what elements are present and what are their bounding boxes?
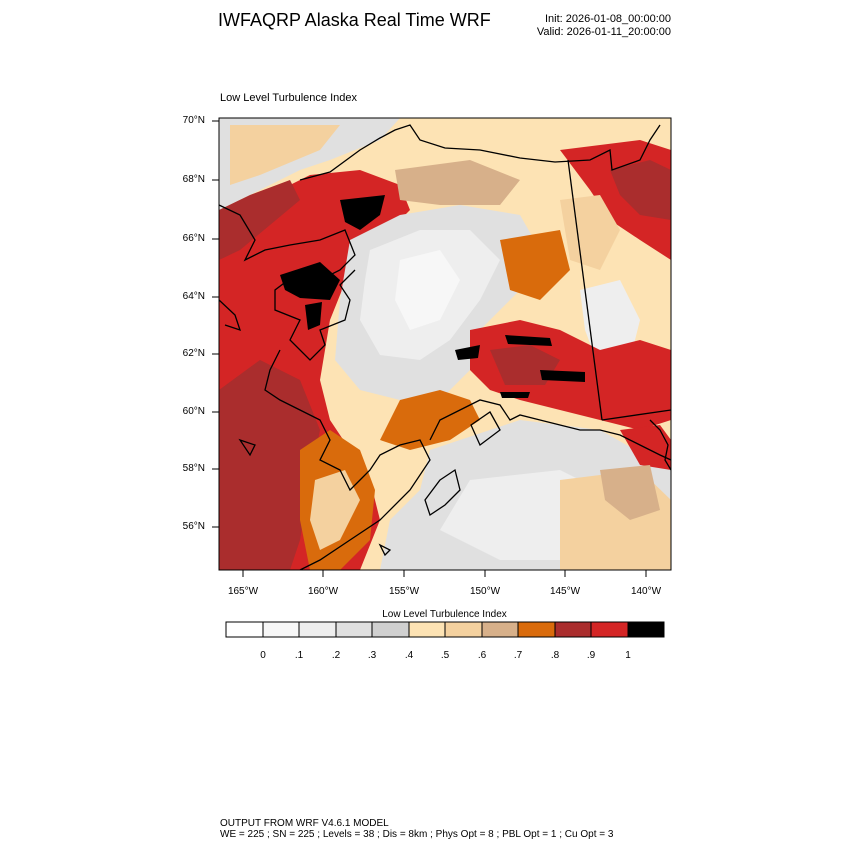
page-title: IWFAQRP Alaska Real Time WRF — [218, 10, 491, 30]
field-max-alaska-range — [455, 345, 480, 360]
colorbar-box-3 — [335, 621, 373, 638]
colorbar — [225, 621, 665, 638]
colorbar-label-1: .1 — [294, 650, 304, 661]
colorbar-box-10 — [590, 621, 629, 638]
lat-label-64: 64°N — [182, 291, 205, 302]
run-info: Init: 2026-01-08_00:00:00 Valid: 2026-01… — [537, 13, 671, 39]
lon-label-150: 150°W — [469, 586, 501, 597]
footer-model: OUTPUT FROM WRF V4.6.1 MODEL — [220, 818, 389, 829]
lat-label-70: 70°N — [182, 115, 205, 126]
colorbar-box-2 — [298, 621, 337, 638]
field-max-wrangell — [540, 370, 585, 382]
coast-nunivak — [238, 438, 256, 457]
field-nw-darkred — [219, 180, 300, 260]
colorbar-label-3: .3 — [367, 650, 377, 661]
field-interior-orange — [500, 230, 570, 300]
field-max-seward — [280, 262, 340, 300]
colorbar-label-0: 0 — [260, 650, 266, 661]
colorbar-label-9: .9 — [586, 650, 596, 661]
colorbar-label-2: .2 — [331, 650, 341, 661]
field-southwest-darkred — [219, 360, 320, 570]
colorbar-box-8 — [517, 621, 556, 638]
field-max-seward-south — [305, 302, 322, 330]
lon-label-155: 155°W — [388, 586, 420, 597]
coast-st-lawrence — [219, 299, 242, 332]
lat-label-68: 68°N — [182, 174, 205, 185]
coast-panhandle — [649, 419, 671, 471]
colorbar-label-5: .5 — [440, 650, 450, 661]
colorbar-label-10: 1 — [625, 650, 631, 661]
colorbar-box-11 — [627, 621, 665, 638]
colorbar-box-9 — [554, 621, 592, 638]
colorbar-label-6: .6 — [477, 650, 487, 661]
lat-label-62: 62°N — [182, 348, 205, 359]
colorbar-title: Low Level Turbulence Index — [382, 609, 507, 620]
border-ak-yukon — [567, 159, 603, 421]
lat-label-60: 60°N — [182, 406, 205, 417]
coast-kodiak — [424, 468, 461, 517]
coast-aleutian-1 — [378, 543, 392, 557]
colorbar-label-4: .4 — [404, 650, 414, 661]
lon-label-140: 140°W — [630, 586, 662, 597]
valid-time: Valid: 2026-01-11_20:00:00 — [536, 26, 671, 38]
field-max-chugach — [500, 392, 530, 398]
field-max-central — [505, 335, 552, 346]
footer-config: WE = 225 ; SN = 225 ; Levels = 38 ; Dis … — [220, 829, 614, 840]
borders — [567, 159, 671, 421]
field-arctic-tan — [230, 125, 340, 185]
axis-ticks — [212, 120, 647, 577]
model-footer: OUTPUT FROM WRF V4.6.1 MODEL WE = 225 ; … — [220, 818, 613, 840]
init-time: Init: 2026-01-08_00:00:00 — [545, 13, 671, 25]
lon-label-160: 160°W — [307, 586, 339, 597]
colorbar-label-7: .7 — [513, 650, 523, 661]
colorbar-box-6 — [444, 621, 483, 638]
turbulence-field — [219, 118, 671, 570]
lat-label-66: 66°N — [182, 233, 205, 244]
coast-seward-peninsula — [219, 204, 356, 361]
field-bristol-tan — [310, 470, 360, 550]
field-cook-orange — [380, 390, 480, 450]
colorbar-box-4 — [371, 621, 410, 638]
border-ak-bc — [601, 409, 671, 421]
colorbar-box-1 — [262, 621, 300, 638]
field-interior-white — [395, 250, 460, 330]
field-panhandle-tan — [600, 465, 660, 520]
colorbar-box-5 — [408, 621, 446, 638]
coast-yk-delta — [264, 349, 431, 570]
coast-arctic — [299, 124, 661, 181]
lat-label-56: 56°N — [182, 521, 205, 532]
coast-kenai — [470, 411, 501, 447]
field-northeast-darkred — [610, 160, 671, 220]
colorbar-box-7 — [481, 621, 519, 638]
colorbar-box-0 — [225, 621, 264, 638]
lat-label-58: 58°N — [182, 463, 205, 474]
field-max-brooks — [340, 195, 385, 230]
coast-gulf — [429, 399, 671, 461]
field-brooks-tan — [395, 160, 520, 205]
lon-label-145: 145°W — [549, 586, 581, 597]
lon-label-165: 165°W — [227, 586, 259, 597]
coastlines — [219, 124, 671, 570]
map-title: Low Level Turbulence Index — [220, 92, 357, 104]
map-frame — [218, 117, 672, 571]
colorbar-label-8: .8 — [550, 650, 560, 661]
